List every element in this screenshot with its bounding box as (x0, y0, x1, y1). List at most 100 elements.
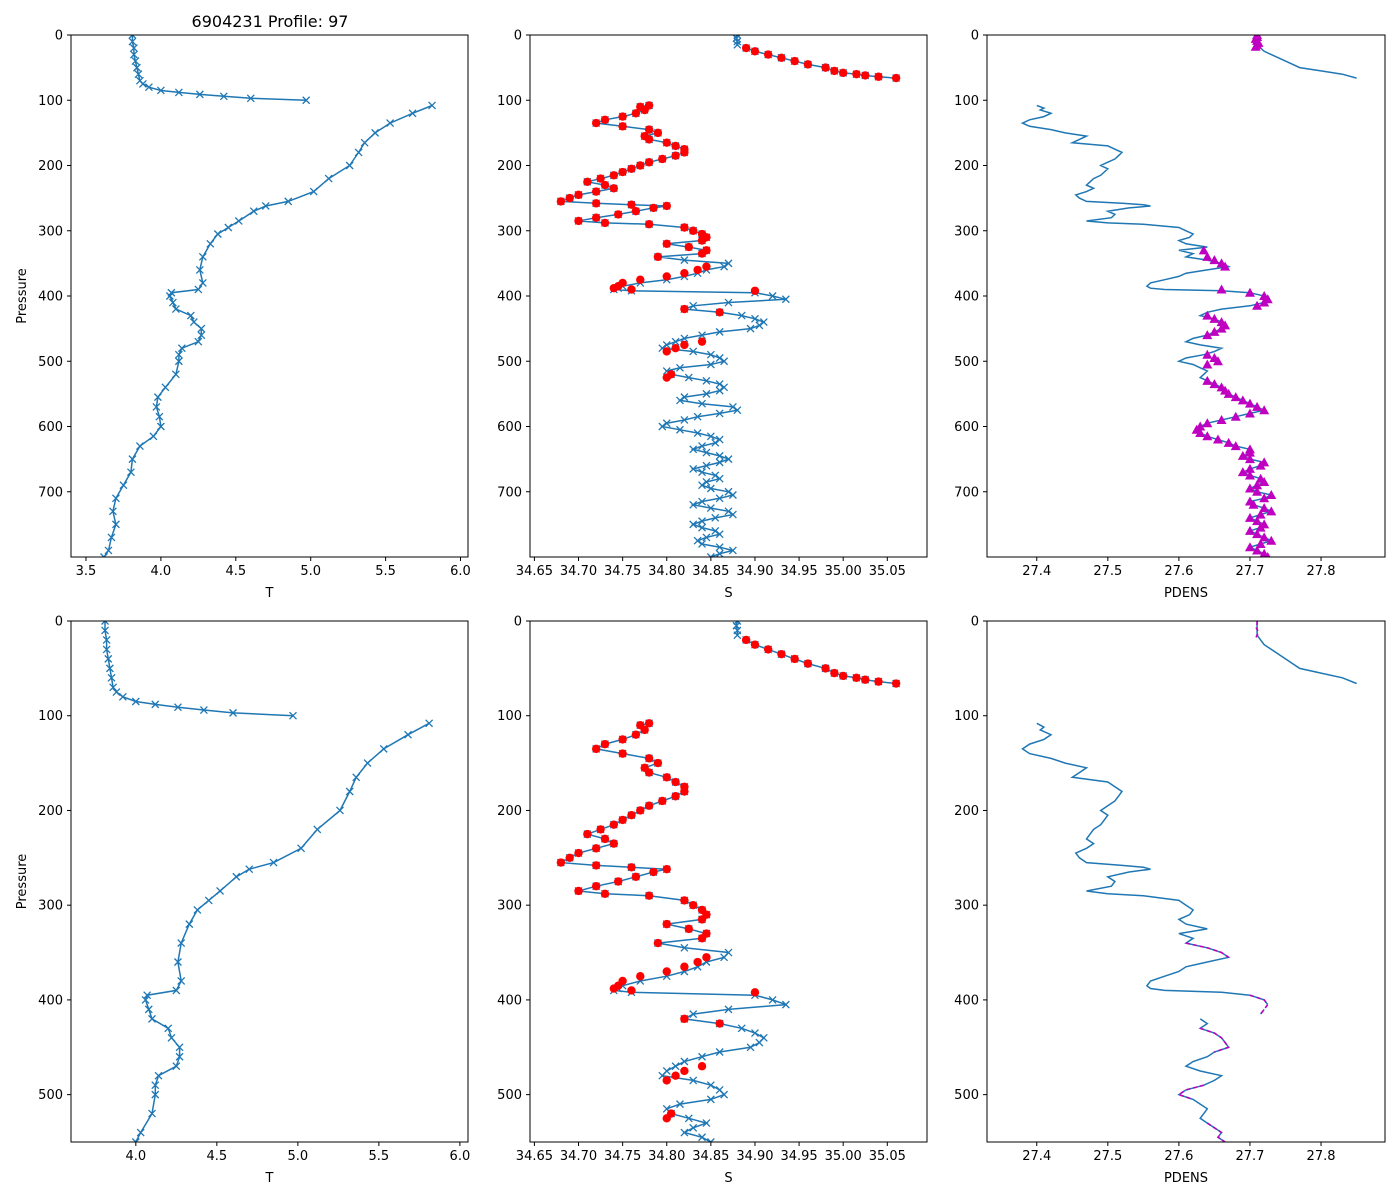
flagged-point (750, 988, 760, 997)
data-point-x (706, 1081, 715, 1090)
y-tick-label: 400 (497, 290, 522, 305)
data-point-x (173, 958, 182, 966)
data-point-x (689, 520, 698, 529)
flagged-segment (1185, 942, 1230, 958)
data-point-x (733, 40, 742, 49)
data-point-x (711, 513, 720, 522)
subplot-top-s: 34.65 34.70 34.75 34.80 34.85 34.90 34.95 35.00… (497, 29, 928, 601)
flagged-point (609, 171, 619, 180)
data-point-x (112, 688, 121, 697)
flagged-point (653, 252, 663, 262)
flagged-point-triangle (1212, 434, 1223, 444)
data-point-x (167, 1033, 176, 1042)
data-point-x (102, 645, 111, 654)
flagged-point (671, 777, 680, 787)
data-point-x (715, 1048, 724, 1056)
flagged-point (689, 226, 698, 235)
data-point-x (702, 1119, 711, 1128)
data-point-x (706, 504, 715, 513)
x-tick-label: 35.05 (869, 1149, 906, 1164)
flagged-point (790, 654, 799, 664)
data-point-x (689, 1010, 698, 1019)
data-point-x (720, 262, 729, 271)
data-point-x (195, 265, 204, 274)
plot-frame (986, 620, 1386, 1143)
flagged-point-triangle (1202, 251, 1213, 261)
flagged-point-triangle (1209, 379, 1220, 389)
data-point-x (715, 530, 724, 539)
data-point-x (132, 63, 141, 72)
series-line (1177, 1018, 1230, 1142)
flagged-point (609, 283, 619, 293)
data-point-x (324, 174, 333, 183)
flagged-point (697, 1062, 707, 1071)
data-point-x (715, 451, 724, 460)
data-point-x (249, 207, 258, 216)
flagged-point (662, 138, 671, 147)
data-point-x (245, 865, 254, 874)
data-point-x (141, 995, 150, 1004)
data-point-x (781, 295, 790, 304)
flagged-point (680, 148, 689, 157)
flagged-point (741, 43, 751, 53)
flagged-point (821, 63, 830, 72)
data-point-x (689, 464, 698, 473)
flagged-point (640, 105, 649, 115)
data-point-x (689, 1123, 698, 1132)
data-point-x (101, 626, 109, 635)
flagged-point (627, 986, 636, 995)
data-point-x (111, 494, 120, 503)
data-point-x (720, 383, 729, 392)
data-point-x (698, 399, 706, 408)
flagged-point (627, 164, 636, 173)
flagged-point (697, 249, 707, 258)
data-point-x (173, 703, 182, 712)
flagged-point (830, 668, 839, 678)
data-point-x (138, 79, 147, 88)
flagged-point-triangle (1209, 255, 1220, 265)
x-tick-label: 34.85 (692, 564, 729, 579)
x-axis-label: T (265, 586, 274, 601)
data-point-x (246, 94, 255, 103)
flagged-point (874, 677, 883, 686)
series-line (735, 621, 739, 636)
flagged-point-triangle (1266, 535, 1277, 545)
data-point-x (702, 376, 711, 385)
data-point-x (724, 298, 733, 307)
flagged-point-triangle (1244, 512, 1255, 522)
y-tick-label: 500 (954, 1088, 979, 1103)
y-tick-label: 500 (497, 1088, 522, 1103)
flagged-point (658, 154, 667, 164)
flagged-point-triangle (1237, 467, 1248, 477)
y-tick-label: 500 (954, 355, 979, 370)
y-tick-label: 700 (38, 485, 63, 500)
y-tick-label: 600 (954, 420, 979, 435)
flagged-point (671, 344, 680, 353)
flagged-point (596, 825, 605, 834)
flagged-point (680, 896, 689, 905)
data-point-x (213, 230, 222, 238)
flagged-point (591, 844, 601, 853)
data-point-x (108, 507, 117, 516)
data-point-x (198, 252, 207, 261)
data-point-x (204, 896, 213, 905)
data-point-x (143, 991, 152, 1000)
series-line (1021, 722, 1269, 1006)
flagged-point (803, 659, 813, 668)
subplot-bottom-pdens: 27.4 27.5 27.6 27.7 27.8 0 100 200 300 400 500 PDEN… (954, 615, 1386, 1186)
x-tick-label: 34.85 (692, 1149, 729, 1164)
y-axis-label: Pressure (15, 854, 30, 910)
data-point-x (702, 533, 711, 542)
y-tick-label: 100 (497, 709, 522, 724)
flagged-point-triangle (1244, 408, 1255, 418)
data-point-x (126, 468, 135, 477)
flagged-point (644, 768, 654, 777)
data-point-x (193, 905, 202, 914)
flagged-point-triangle (1216, 284, 1227, 294)
plot-frame (70, 620, 469, 1143)
data-point-x (363, 759, 372, 768)
flagged-point (556, 858, 566, 867)
data-point-x (680, 1128, 689, 1137)
data-point-x (746, 324, 755, 333)
data-point-x (352, 773, 361, 782)
